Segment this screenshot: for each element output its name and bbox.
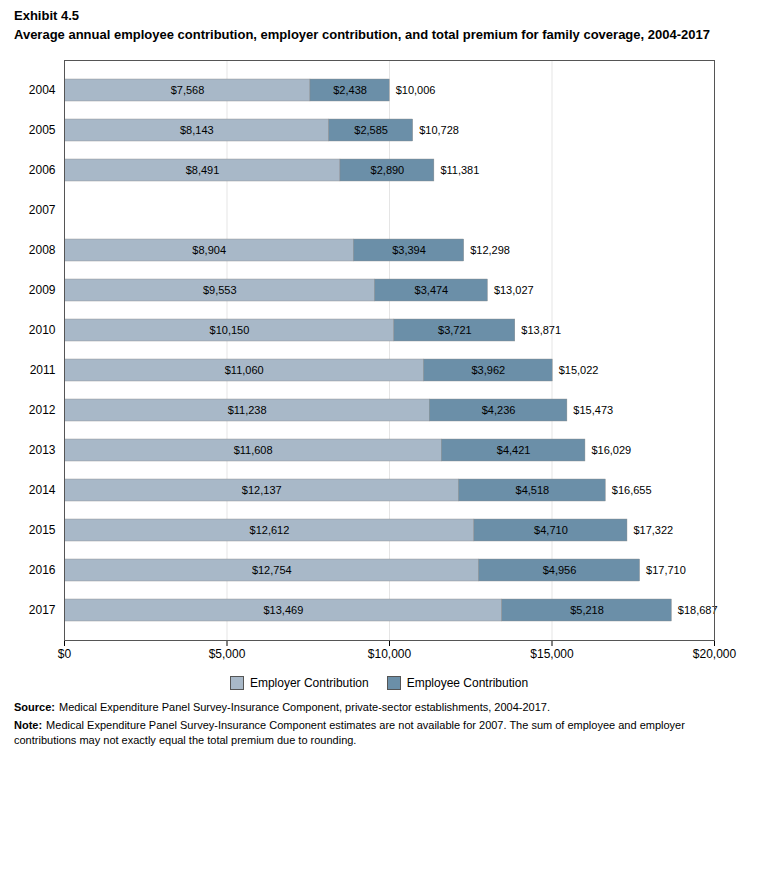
svg-text:$10,728: $10,728	[419, 124, 459, 136]
svg-text:$15,000: $15,000	[530, 647, 574, 661]
svg-text:$2,438: $2,438	[333, 84, 367, 96]
html-text:Employee Contribution: Employee Contribution	[406, 676, 529, 690]
svg-text:2013: 2013	[29, 443, 56, 457]
html-text:Employer Contribution: Employer Contribution	[249, 676, 369, 690]
svg-text:$10,000: $10,000	[368, 647, 412, 661]
svg-text:$8,904: $8,904	[192, 244, 226, 256]
svg-text:$11,060: $11,060	[225, 364, 264, 376]
svg-text:$4,956: $4,956	[543, 564, 577, 576]
svg-text:$5,218: $5,218	[570, 604, 604, 616]
html-text:Source: Medical Expenditure Pa: Source: Medical Expenditure Panel Survey…	[14, 701, 550, 713]
svg-text:$3,962: $3,962	[472, 364, 506, 376]
svg-text:$3,474: $3,474	[415, 284, 449, 296]
html-text:Average annual employee contri: Average annual employee contribution, em…	[14, 27, 710, 42]
svg-text:$12,137: $12,137	[242, 484, 282, 496]
svg-text:$20,000: $20,000	[693, 647, 737, 661]
svg-text:$17,710: $17,710	[646, 564, 686, 576]
svg-text:$2,890: $2,890	[371, 164, 405, 176]
svg-text:2009: 2009	[29, 283, 56, 297]
svg-text:$17,322: $17,322	[633, 524, 673, 536]
svg-text:$4,421: $4,421	[497, 444, 531, 456]
svg-text:$12,754: $12,754	[252, 564, 292, 576]
svg-text:$5,000: $5,000	[209, 647, 246, 661]
svg-text:$9,553: $9,553	[203, 284, 237, 296]
svg-text:$8,491: $8,491	[186, 164, 220, 176]
svg-text:$11,608: $11,608	[234, 444, 273, 456]
svg-text:$12,612: $12,612	[250, 524, 290, 536]
svg-text:2014: 2014	[29, 483, 56, 497]
svg-text:$0: $0	[58, 647, 72, 661]
svg-text:2007: 2007	[29, 203, 56, 217]
svg-text:$10,006: $10,006	[396, 84, 436, 96]
html-text:Exhibit 4.5: Exhibit 4.5	[14, 8, 79, 23]
html-text:Note: Medical Expenditure Pane: Note: Medical Expenditure Panel Survey-I…	[14, 718, 685, 746]
svg-text:$16,655: $16,655	[612, 484, 652, 496]
svg-text:$4,236: $4,236	[482, 404, 516, 416]
svg-text:2015: 2015	[29, 523, 56, 537]
svg-text:$13,469: $13,469	[263, 604, 303, 616]
svg-text:$7,568: $7,568	[171, 84, 205, 96]
svg-text:2005: 2005	[29, 123, 56, 137]
svg-text:$4,518: $4,518	[516, 484, 550, 496]
svg-text:$3,394: $3,394	[392, 244, 426, 256]
svg-text:$4,710: $4,710	[534, 524, 568, 536]
svg-text:2017: 2017	[29, 603, 56, 617]
svg-text:$8,143: $8,143	[180, 124, 214, 136]
svg-text:$15,473: $15,473	[573, 404, 613, 416]
svg-text:$10,150: $10,150	[210, 324, 250, 336]
svg-text:$13,871: $13,871	[521, 324, 561, 336]
svg-text:$11,238: $11,238	[228, 404, 267, 416]
svg-text:$15,022: $15,022	[559, 364, 599, 376]
svg-text:$12,298: $12,298	[470, 244, 510, 256]
svg-text:2011: 2011	[30, 363, 56, 377]
svg-text:2004: 2004	[29, 83, 56, 97]
svg-text:2008: 2008	[29, 243, 56, 257]
svg-text:2012: 2012	[29, 403, 56, 417]
svg-text:$13,027: $13,027	[494, 284, 534, 296]
svg-text:$11,381: $11,381	[440, 164, 479, 176]
svg-text:$18,687: $18,687	[678, 604, 718, 616]
svg-text:$2,585: $2,585	[354, 124, 388, 136]
svg-text:2010: 2010	[29, 323, 56, 337]
svg-text:$16,029: $16,029	[591, 444, 631, 456]
svg-text:$3,721: $3,721	[438, 324, 472, 336]
svg-text:2016: 2016	[29, 563, 56, 577]
svg-text:2006: 2006	[29, 163, 56, 177]
